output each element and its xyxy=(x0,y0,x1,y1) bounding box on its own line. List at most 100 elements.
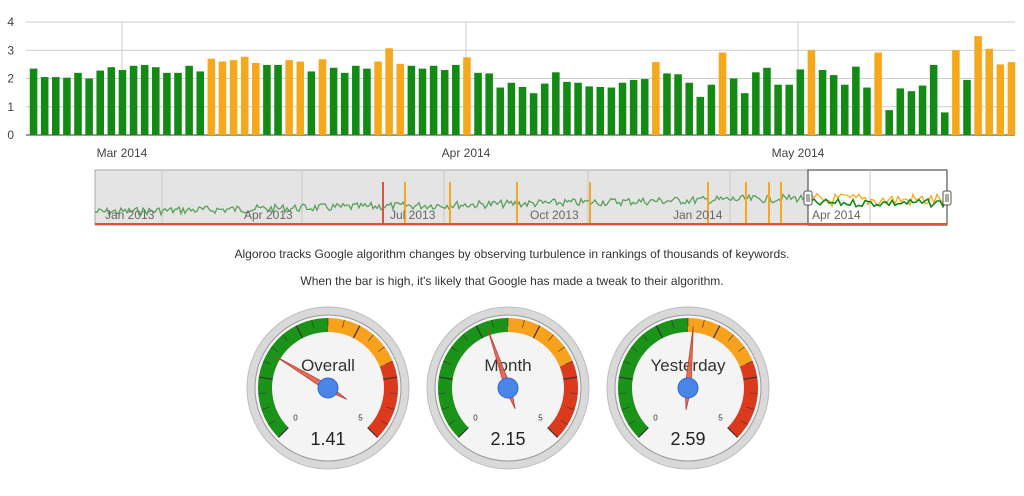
gauge-tick xyxy=(380,420,388,425)
gauge-max-label: 5 xyxy=(538,414,543,423)
bar xyxy=(918,85,927,135)
bar xyxy=(229,60,238,136)
x-tick-label: Apr 2014 xyxy=(442,146,491,160)
bar xyxy=(518,86,527,135)
bar xyxy=(40,77,49,135)
bar xyxy=(296,61,305,135)
gauge-tick xyxy=(728,334,734,342)
bar xyxy=(607,87,616,135)
gauge-yesterday: 05Yesterday2.59 xyxy=(606,306,770,470)
bar xyxy=(285,60,293,136)
bar xyxy=(540,83,549,135)
bar xyxy=(318,59,327,135)
bar xyxy=(418,68,427,135)
gauge-tick xyxy=(638,427,649,438)
bar xyxy=(163,72,171,135)
bar xyxy=(596,86,605,135)
bar xyxy=(185,65,193,135)
bar xyxy=(107,67,116,135)
bar xyxy=(785,84,793,135)
gauge-tick xyxy=(438,392,447,394)
gauge-tick xyxy=(566,406,575,410)
gauge-tick xyxy=(557,346,565,352)
range-tick-label: Apr 2014 xyxy=(812,208,861,222)
gauge-month: 0 5 Month 2.15 xyxy=(426,306,590,470)
gauge-tick xyxy=(743,376,758,380)
y-tick-label: 0 xyxy=(7,128,14,142)
description-line-1: Algoroo tracks Google algorithm changes … xyxy=(234,247,790,261)
range-tick-label: Jul 2013 xyxy=(390,208,436,222)
gauge-value: 2.15 xyxy=(490,429,525,449)
bar xyxy=(696,96,705,135)
bar xyxy=(796,69,805,135)
gauge-tick xyxy=(563,376,578,380)
bar xyxy=(274,64,282,135)
gauge-red-band xyxy=(547,361,578,438)
gauge-tick xyxy=(745,360,753,365)
range-selector-chart[interactable]: Jan 2013 Apr 2013 Jul 2013 Oct 2013 Jan 2014… xyxy=(0,0,1024,240)
gauge-tick xyxy=(258,392,267,394)
gauge-tick xyxy=(727,427,738,438)
range-handle[interactable] xyxy=(942,190,952,206)
bar xyxy=(629,79,638,135)
bar xyxy=(307,71,316,135)
gauge-tick xyxy=(749,392,758,394)
bar xyxy=(474,72,482,135)
bar xyxy=(874,52,882,136)
bar xyxy=(496,87,505,135)
bar xyxy=(440,70,449,135)
bar xyxy=(652,62,660,135)
gauge-tick xyxy=(441,406,450,410)
bar xyxy=(396,63,405,136)
gauge-tick xyxy=(389,392,398,394)
gauge-tick xyxy=(565,360,573,365)
gauge-orange-band xyxy=(328,318,393,367)
bar xyxy=(363,68,371,135)
bar xyxy=(574,82,582,135)
bar xyxy=(763,67,771,135)
bar xyxy=(429,65,438,135)
gauge-tick xyxy=(560,420,568,425)
bar xyxy=(152,67,160,135)
bar xyxy=(674,74,682,135)
gauge-tick xyxy=(621,406,630,410)
bar xyxy=(340,72,349,135)
gauge-hub xyxy=(317,377,339,399)
gauge-orange-band xyxy=(508,318,573,367)
gauge-tick xyxy=(712,325,721,339)
gauge-max-label: 5 xyxy=(358,414,363,423)
bar xyxy=(52,77,60,135)
bar xyxy=(329,67,338,135)
gauge-tick xyxy=(740,420,748,425)
gauge-tick xyxy=(377,346,385,352)
bar xyxy=(707,84,716,135)
gauge-tick xyxy=(263,360,271,365)
gauge-tick xyxy=(655,325,664,339)
bar xyxy=(463,57,471,135)
bar xyxy=(996,64,1005,135)
gauge-tick xyxy=(547,427,558,438)
turbulence-bar-chart: 0 1 2 3 4 Mar 2014 Apr 2014 May 2014 xyxy=(7,15,1016,160)
bar xyxy=(585,86,593,135)
y-tick-label: 1 xyxy=(7,100,14,114)
bar xyxy=(118,70,127,135)
gauge-tick xyxy=(532,325,541,339)
range-handle[interactable] xyxy=(803,190,813,206)
bar xyxy=(196,71,205,135)
bar xyxy=(485,73,493,135)
gauge-tick xyxy=(631,346,639,352)
gauge-tick xyxy=(458,427,469,438)
gauge-tick xyxy=(278,427,289,438)
bar xyxy=(829,75,838,135)
bar xyxy=(96,70,105,135)
y-tick-label: 4 xyxy=(7,15,14,29)
gauge-tick xyxy=(462,334,468,342)
gauge-green-band xyxy=(258,318,328,438)
bar xyxy=(929,64,938,135)
gauge-tick xyxy=(623,360,631,365)
gauge-tick xyxy=(268,420,276,425)
gauge-tick xyxy=(618,376,633,380)
x-tick-label: Mar 2014 xyxy=(97,146,148,160)
bar xyxy=(963,79,971,135)
gauge-green-band xyxy=(618,318,688,438)
